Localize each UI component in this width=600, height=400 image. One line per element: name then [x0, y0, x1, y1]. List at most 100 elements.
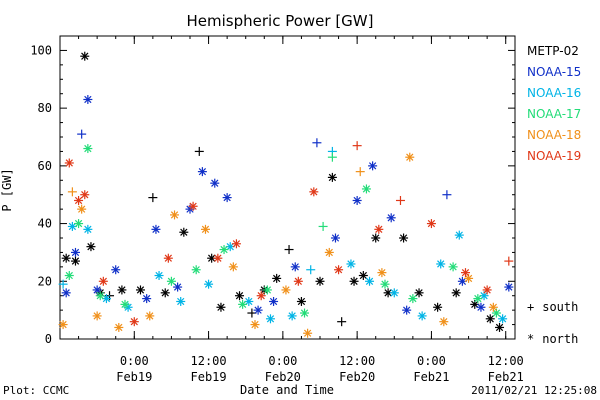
legend-entry-noaa-16: NOAA-16 — [527, 86, 581, 100]
data-point-noaa-17 — [408, 294, 418, 304]
data-point-noaa-16 — [204, 279, 214, 289]
data-point-metp-02 — [207, 253, 217, 263]
data-point-noaa-19 — [188, 201, 198, 211]
data-point-noaa-16 — [287, 311, 297, 321]
plot-frame — [59, 35, 516, 340]
data-point-metp-02 — [235, 291, 245, 301]
data-point-noaa-17 — [95, 291, 105, 301]
data-point-noaa-19 — [426, 219, 436, 229]
data-point-noaa-17 — [191, 265, 201, 275]
data-point-noaa-19 — [231, 239, 241, 249]
data-point-noaa-15 — [269, 296, 279, 306]
data-point-noaa-18 — [324, 247, 334, 257]
data-point-noaa-16 — [176, 296, 186, 306]
data-point-noaa-19 — [504, 256, 514, 266]
data-point-noaa-18 — [488, 302, 498, 312]
data-point-noaa-15 — [476, 302, 486, 312]
marker-legend: + south * north — [527, 300, 578, 346]
data-point-noaa-17 — [238, 299, 248, 309]
data-point-noaa-16 — [436, 259, 446, 269]
data-point-metp-02 — [433, 302, 443, 312]
data-point-noaa-16 — [58, 279, 68, 289]
data-point-noaa-19 — [256, 291, 266, 301]
data-point-noaa-17 — [120, 299, 130, 309]
marker-legend-label: north — [542, 332, 578, 346]
y-tick-label: 20 — [38, 274, 52, 288]
data-point-noaa-16 — [365, 276, 375, 286]
data-point-metp-02 — [80, 51, 90, 61]
data-point-noaa-15 — [61, 288, 71, 298]
data-point-metp-02 — [485, 314, 495, 324]
x-tick-time-label: 12:00 — [339, 354, 375, 368]
data-point-noaa-15 — [442, 190, 452, 200]
data-point-noaa-15 — [290, 262, 300, 272]
data-point-noaa-18 — [439, 317, 449, 327]
data-point-noaa-18 — [170, 210, 180, 220]
y-tick-label: 0 — [45, 332, 52, 346]
y-tick-label: 80 — [38, 101, 52, 115]
chart-title: Hemispheric Power [GW] — [187, 12, 374, 30]
x-tick-time-label: 0:00 — [120, 354, 149, 368]
x-tick-date-label: Feb21 — [488, 370, 524, 384]
data-point-noaa-18 — [200, 224, 210, 234]
marker-legend-symbol: + — [527, 300, 534, 314]
data-point-noaa-18 — [355, 167, 365, 177]
marker-legend-north: * north — [527, 332, 578, 346]
x-tick-time-label: 12:00 — [488, 354, 524, 368]
data-point-metp-02 — [414, 288, 424, 298]
x-tick-time-label: 12:00 — [191, 354, 227, 368]
data-point-metp-02 — [194, 146, 204, 156]
data-point-noaa-18 — [92, 311, 102, 321]
y-axis: 0 20 40 60 80 100 — [30, 43, 515, 346]
data-point-noaa-19 — [460, 268, 470, 278]
data-point-noaa-15 — [402, 305, 412, 315]
data-point-noaa-16 — [83, 224, 93, 234]
data-point-noaa-16 — [389, 288, 399, 298]
data-point-metp-02 — [148, 193, 158, 203]
data-point-noaa-15 — [210, 178, 220, 188]
legend-entry-metp-02: METP-02 — [527, 44, 579, 58]
data-point-metp-02 — [371, 233, 381, 243]
plot-credit: Plot: CCMC — [3, 384, 69, 397]
data-point-noaa-15 — [222, 193, 232, 203]
data-point-noaa-15 — [83, 94, 93, 104]
data-point-metp-02 — [117, 285, 127, 295]
data-point-metp-02 — [135, 285, 145, 295]
data-point-noaa-18 — [405, 152, 415, 162]
legend-entry-noaa-15: NOAA-15 — [527, 65, 581, 79]
data-point-noaa-18 — [228, 262, 238, 272]
data-point-noaa-19 — [74, 195, 84, 205]
data-point-noaa-19 — [374, 224, 384, 234]
data-point-noaa-15 — [352, 195, 362, 205]
x-tick-date-label: Feb21 — [413, 370, 449, 384]
data-point-metp-02 — [179, 227, 189, 237]
x-tick-date-label: Feb19 — [116, 370, 152, 384]
x-tick-time-label: 0:00 — [417, 354, 446, 368]
data-point-noaa-19 — [395, 195, 405, 205]
data-point-noaa-15 — [151, 224, 161, 234]
data-point-noaa-17 — [64, 271, 74, 281]
x-axis-title: Date and Time — [240, 383, 334, 397]
data-point-noaa-17 — [361, 184, 371, 194]
data-point-noaa-16 — [306, 265, 316, 275]
data-point-noaa-18 — [114, 322, 124, 332]
data-point-metp-02 — [451, 288, 461, 298]
data-point-noaa-17 — [448, 262, 458, 272]
data-point-noaa-17 — [262, 285, 272, 295]
data-point-noaa-15 — [312, 138, 322, 148]
data-point-metp-02 — [61, 253, 71, 263]
data-point-noaa-15 — [386, 213, 396, 223]
data-point-noaa-17 — [219, 245, 229, 255]
data-point-noaa-16 — [265, 314, 275, 324]
data-point-noaa-18 — [377, 268, 387, 278]
data-point-metp-02 — [495, 322, 505, 332]
y-axis-title: P [GW] — [0, 168, 14, 211]
data-point-noaa-15 — [142, 294, 152, 304]
marker-legend-symbol: * — [527, 332, 534, 346]
data-point-noaa-15 — [504, 282, 514, 292]
data-point-noaa-17 — [166, 276, 176, 286]
data-point-noaa-17 — [380, 279, 390, 289]
data-point-noaa-15 — [92, 285, 102, 295]
data-point-noaa-15 — [173, 282, 183, 292]
data-point-noaa-19 — [80, 190, 90, 200]
